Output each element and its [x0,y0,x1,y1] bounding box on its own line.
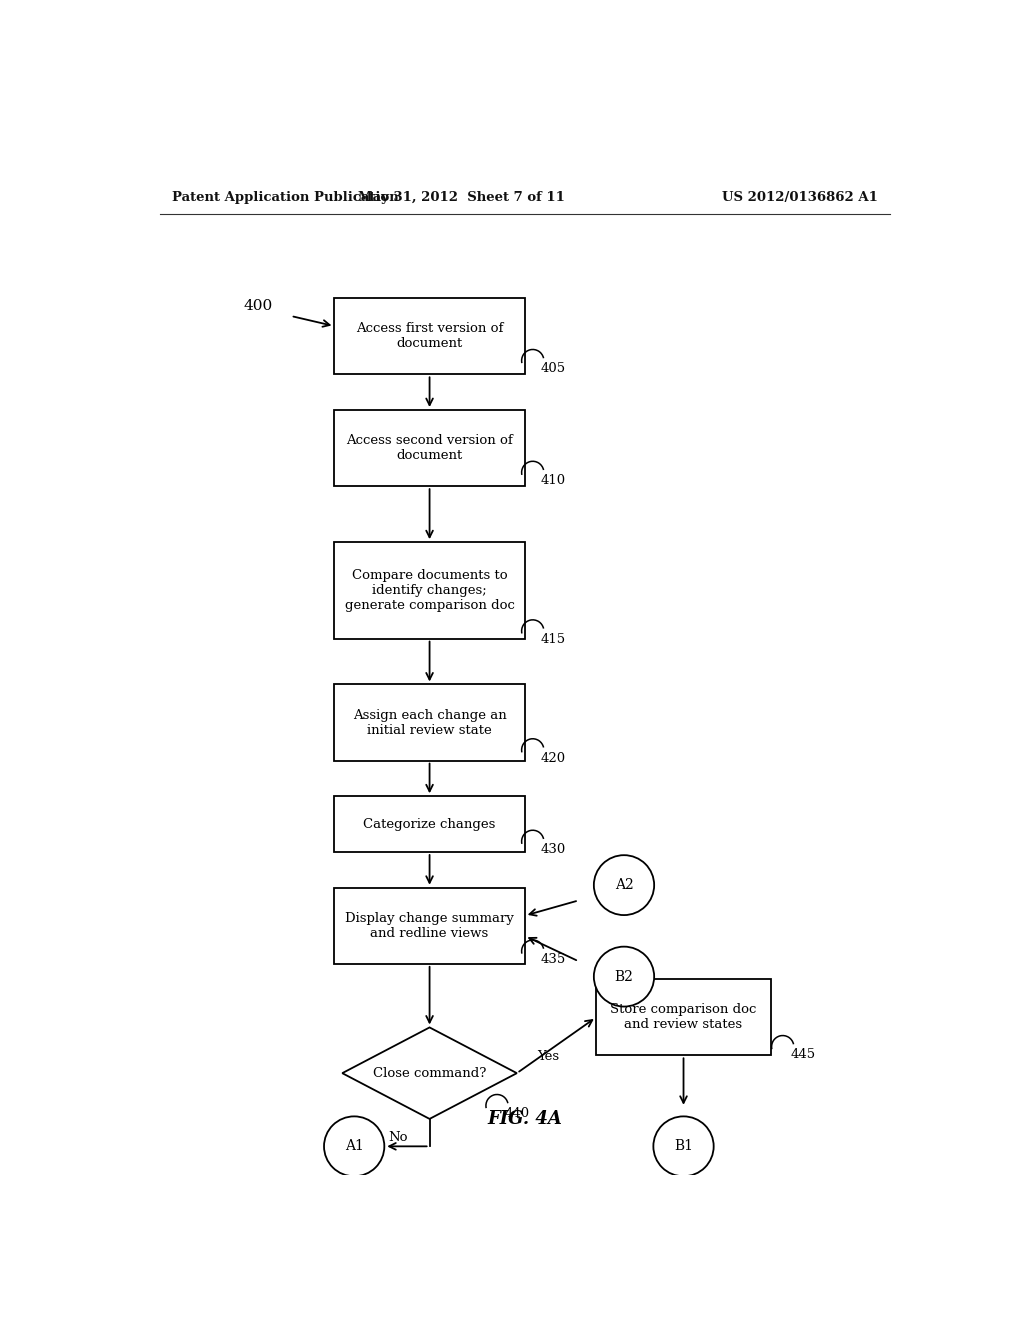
Text: Categorize changes: Categorize changes [364,817,496,830]
Text: Assign each change an
initial review state: Assign each change an initial review sta… [352,709,507,737]
Ellipse shape [324,1117,384,1176]
Text: Close command?: Close command? [373,1067,486,1080]
Text: 430: 430 [541,843,566,857]
Text: 435: 435 [541,953,566,966]
Text: 420: 420 [541,751,566,764]
Text: Display change summary
and redline views: Display change summary and redline views [345,912,514,940]
FancyBboxPatch shape [334,543,524,639]
Text: 410: 410 [541,474,566,487]
Ellipse shape [594,855,654,915]
FancyBboxPatch shape [596,979,771,1056]
Ellipse shape [653,1117,714,1176]
Text: A1: A1 [345,1139,364,1154]
Text: 440: 440 [505,1107,530,1121]
Text: US 2012/0136862 A1: US 2012/0136862 A1 [722,191,878,205]
Polygon shape [342,1027,517,1119]
FancyBboxPatch shape [334,684,524,760]
Text: No: No [388,1131,408,1143]
Text: Access first version of
document: Access first version of document [356,322,503,350]
Text: 405: 405 [541,362,566,375]
Text: 445: 445 [791,1048,816,1061]
Text: Yes: Yes [537,1051,559,1064]
Text: A2: A2 [614,878,634,892]
Text: 400: 400 [243,298,272,313]
Text: B2: B2 [614,970,634,983]
FancyBboxPatch shape [334,796,524,853]
Text: May 31, 2012  Sheet 7 of 11: May 31, 2012 Sheet 7 of 11 [357,191,565,205]
FancyBboxPatch shape [334,887,524,964]
Ellipse shape [594,946,654,1007]
FancyBboxPatch shape [334,411,524,486]
Text: Patent Application Publication: Patent Application Publication [172,191,398,205]
Text: FIG. 4A: FIG. 4A [487,1110,562,1127]
FancyBboxPatch shape [334,298,524,375]
Text: 415: 415 [541,632,566,645]
Text: Store comparison doc
and review states: Store comparison doc and review states [610,1003,757,1031]
Text: B1: B1 [674,1139,693,1154]
Text: Access second version of
document: Access second version of document [346,434,513,462]
Text: Compare documents to
identify changes;
generate comparison doc: Compare documents to identify changes; g… [345,569,514,612]
